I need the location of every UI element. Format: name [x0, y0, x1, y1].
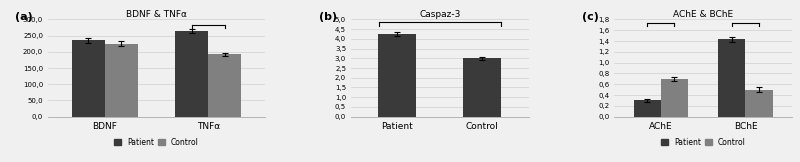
Bar — [208, 54, 242, 117]
Bar — [746, 90, 773, 117]
Bar — [105, 44, 138, 117]
Legend: Patient, Control: Patient, Control — [661, 138, 746, 147]
Bar — [175, 31, 208, 117]
Bar — [661, 79, 688, 117]
Title: AChE & BChE: AChE & BChE — [673, 10, 734, 19]
Bar — [72, 40, 105, 117]
Title: BDNF & TNFα: BDNF & TNFα — [126, 10, 187, 19]
Title: Caspaz-3: Caspaz-3 — [419, 10, 461, 19]
Bar — [718, 39, 746, 117]
Bar — [634, 100, 661, 117]
Legend: Patient, Control: Patient, Control — [114, 138, 199, 147]
Bar — [463, 58, 501, 117]
Text: (b): (b) — [319, 12, 337, 22]
Text: (a): (a) — [15, 12, 33, 22]
Text: (c): (c) — [582, 12, 599, 22]
Bar — [378, 34, 417, 117]
